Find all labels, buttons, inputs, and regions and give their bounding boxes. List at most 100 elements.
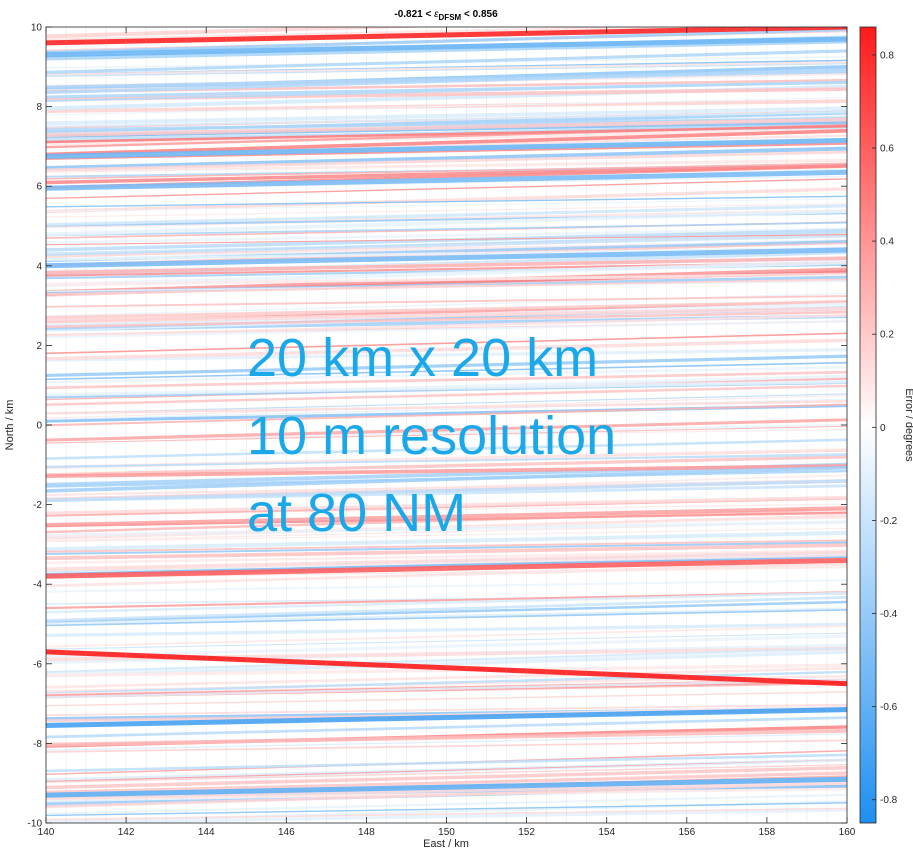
error-streak (46, 541, 847, 555)
error-streak (46, 361, 847, 381)
error-streak (46, 543, 847, 561)
error-streak (46, 187, 847, 214)
error-streak (46, 110, 847, 128)
error-streak (46, 162, 847, 180)
y-tick-label: 8 (36, 102, 42, 113)
error-streak (46, 530, 847, 552)
error-streak (46, 691, 847, 707)
error-streak (46, 579, 847, 593)
error-streak (46, 678, 847, 699)
x-tick-label: 160 (839, 827, 856, 838)
error-streak (46, 418, 847, 442)
x-tick-label: 154 (598, 827, 615, 838)
error-streak (46, 479, 847, 503)
colorbar-tick-label: 0.6 (880, 144, 894, 155)
error-streak (46, 453, 847, 469)
dominant-error-streak (46, 707, 847, 728)
error-streak (46, 178, 847, 200)
error-streak (46, 338, 847, 361)
error-streak (46, 634, 847, 659)
colorbar: 0.8 0.6 0.4 0.2 0 -0.2 -0.4 -0.6 -0.8 Error / de… (859, 26, 913, 824)
colorbar-gradient (859, 26, 877, 824)
x-axis-label: East / km (423, 838, 469, 850)
error-streak (46, 40, 847, 61)
x-tick-label: 146 (278, 827, 295, 838)
error-streak (46, 455, 847, 477)
y-tick-label: 4 (36, 261, 42, 272)
dominant-error-streak (46, 649, 847, 687)
y-tick-label: 6 (36, 182, 42, 193)
error-streak (46, 758, 847, 780)
error-streak (46, 320, 847, 339)
error-streak (46, 27, 436, 39)
error-streak (46, 310, 847, 329)
error-streak (46, 622, 847, 638)
dominant-error-streak (46, 247, 847, 269)
colorbar-tick-label: -0.4 (880, 609, 898, 620)
error-streak (46, 733, 847, 751)
error-streak (46, 808, 847, 823)
error-streak (46, 771, 847, 795)
error-streak (46, 366, 847, 384)
error-streak (46, 246, 847, 261)
error-streak (46, 506, 847, 527)
error-streak (46, 495, 847, 515)
y-tick-label: -8 (33, 739, 42, 750)
error-streak (46, 465, 847, 493)
dominant-error-streak (46, 169, 847, 191)
y-tick-label: -6 (33, 659, 42, 670)
error-streak (46, 728, 847, 747)
x-tick-label: 150 (438, 827, 455, 838)
annotation-line-resolution: 10 m resolution (247, 406, 616, 466)
annotation-line-area: 20 km x 20 km (247, 328, 598, 388)
error-streak (46, 649, 847, 676)
error-streak (46, 666, 847, 689)
error-streak (46, 278, 847, 296)
error-streak (46, 129, 847, 157)
error-streak (46, 117, 847, 138)
error-streak (46, 61, 847, 76)
error-streak (46, 62, 847, 77)
colorbar-tick-label: 0 (880, 423, 886, 434)
dominant-error-streak (46, 137, 847, 159)
colorbar-tick-label: -0.6 (880, 702, 898, 713)
cell-gridlines (46, 27, 847, 823)
error-streak (46, 464, 847, 479)
error-streak (46, 670, 847, 695)
error-streak (46, 198, 847, 212)
error-streak (46, 527, 847, 543)
error-streak (46, 150, 847, 172)
annotation-line-distance: at 80 NM (247, 483, 466, 543)
error-streak (46, 209, 847, 237)
error-streak (46, 403, 847, 427)
x-tick-label: 144 (198, 827, 215, 838)
error-streak (46, 203, 847, 218)
error-streak (46, 272, 847, 287)
error-streak (46, 400, 847, 415)
error-streak (46, 632, 847, 650)
error-streak (46, 332, 847, 355)
error-streak (46, 753, 847, 773)
error-streak (46, 49, 847, 74)
y-tick-label: 10 (31, 23, 43, 34)
dominant-error-streak (46, 36, 847, 58)
error-streak (46, 314, 847, 338)
dominant-error-streak (46, 27, 847, 46)
error-streak (46, 379, 847, 397)
error-streak (46, 549, 847, 565)
error-streak (46, 739, 847, 753)
error-streak (46, 716, 847, 739)
error-streak (46, 27, 847, 55)
error-streak (46, 591, 847, 614)
error-streak (46, 793, 847, 815)
x-tick-label: 142 (118, 827, 135, 838)
x-tick-label: 158 (759, 827, 776, 838)
error-streak (46, 393, 847, 414)
error-streak (46, 295, 847, 308)
error-streak (46, 370, 847, 390)
error-streak (46, 595, 847, 622)
error-streak (46, 807, 847, 821)
x-tick-label: 152 (518, 827, 535, 838)
error-streak (46, 97, 847, 116)
